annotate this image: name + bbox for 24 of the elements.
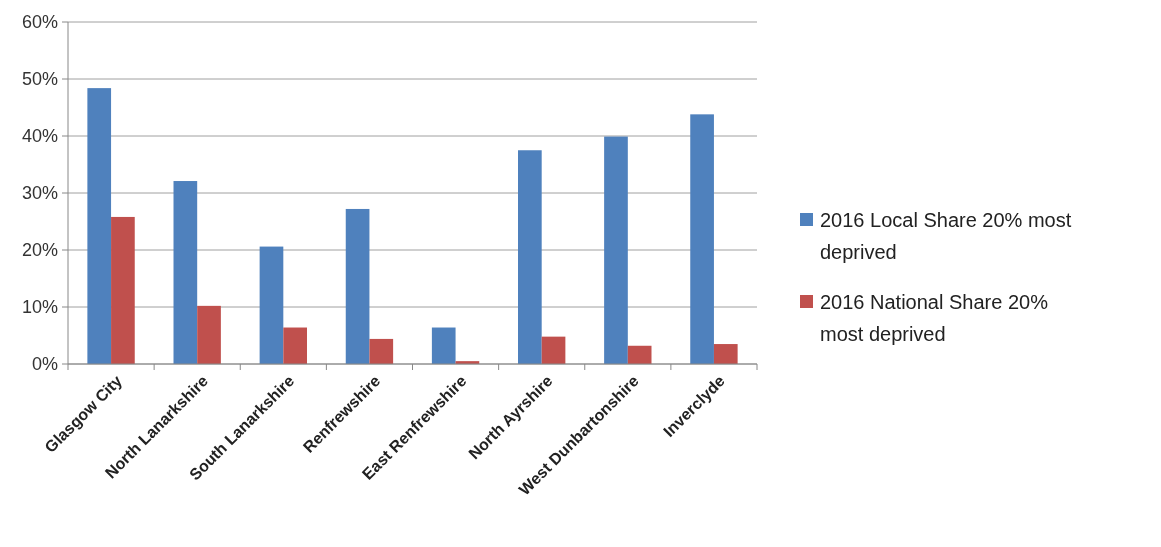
- y-tick-label: 0%: [31, 354, 58, 375]
- bar: [369, 338, 394, 364]
- y-tick-label: 10%: [21, 297, 58, 318]
- bar: [197, 305, 221, 364]
- bar: [173, 181, 198, 364]
- bar: [345, 208, 370, 364]
- bar: [259, 246, 284, 364]
- y-tick-label: 60%: [21, 12, 58, 33]
- y-tick-label: 40%: [21, 126, 58, 147]
- bar: [627, 345, 652, 364]
- bar: [604, 136, 628, 364]
- legend-label: 2016 National Share 20% most deprived: [820, 291, 1049, 345]
- bar: [541, 336, 566, 364]
- y-tick-label: 50%: [21, 69, 58, 90]
- bar: [283, 327, 307, 364]
- bar: [690, 114, 714, 364]
- y-tick-label: 20%: [21, 240, 58, 261]
- legend-label: 2016 Local Share 20% most deprived: [820, 209, 1072, 263]
- bar: [87, 88, 112, 364]
- y-tick-label: 30%: [21, 183, 58, 204]
- bar: [713, 344, 738, 364]
- bar: [518, 150, 542, 364]
- bar: [431, 327, 456, 364]
- bar: [111, 216, 135, 364]
